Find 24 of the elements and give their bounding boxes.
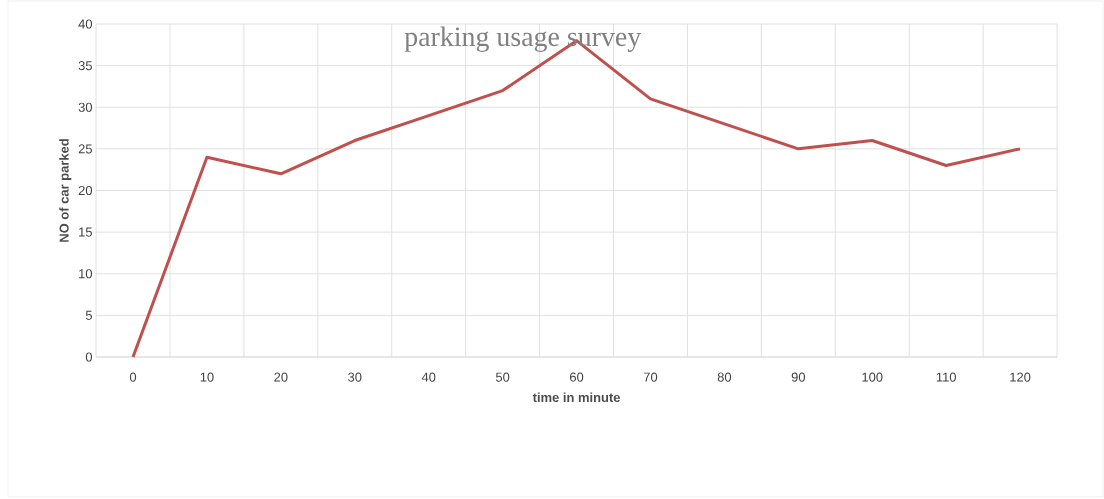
x-tick-label: 30: [348, 372, 362, 382]
y-tick-label: 5: [85, 310, 92, 320]
y-tick-label: 30: [78, 102, 93, 112]
x-tick-label: 60: [570, 372, 584, 382]
x-tick-label: 20: [274, 372, 288, 382]
x-tick-label: 10: [200, 372, 214, 382]
y-tick-label: 40: [78, 19, 93, 29]
y-tick-label: 25: [78, 144, 92, 154]
y-tick-label: 15: [79, 227, 92, 237]
x-tick-label: 100: [862, 372, 883, 382]
y-tick-label: 20: [78, 185, 93, 196]
x-tick-label: 90: [791, 372, 806, 382]
x-tick-label: 70: [643, 372, 658, 382]
y-tick-label: 35: [78, 61, 92, 71]
y-axis-title: NO of car parked: [59, 139, 72, 242]
x-tick-label: 120: [1010, 372, 1031, 382]
x-tick-label: 110: [936, 372, 956, 382]
x-tick-label: 0: [129, 372, 137, 382]
x-tick-label: 80: [717, 372, 732, 382]
x-tick-label: 50: [495, 372, 510, 382]
x-tick-label: 40: [421, 372, 436, 382]
y-tick-label: 10: [79, 269, 93, 279]
y-tick-label: 0: [85, 352, 93, 362]
x-axis-title: time in minute: [532, 392, 620, 403]
